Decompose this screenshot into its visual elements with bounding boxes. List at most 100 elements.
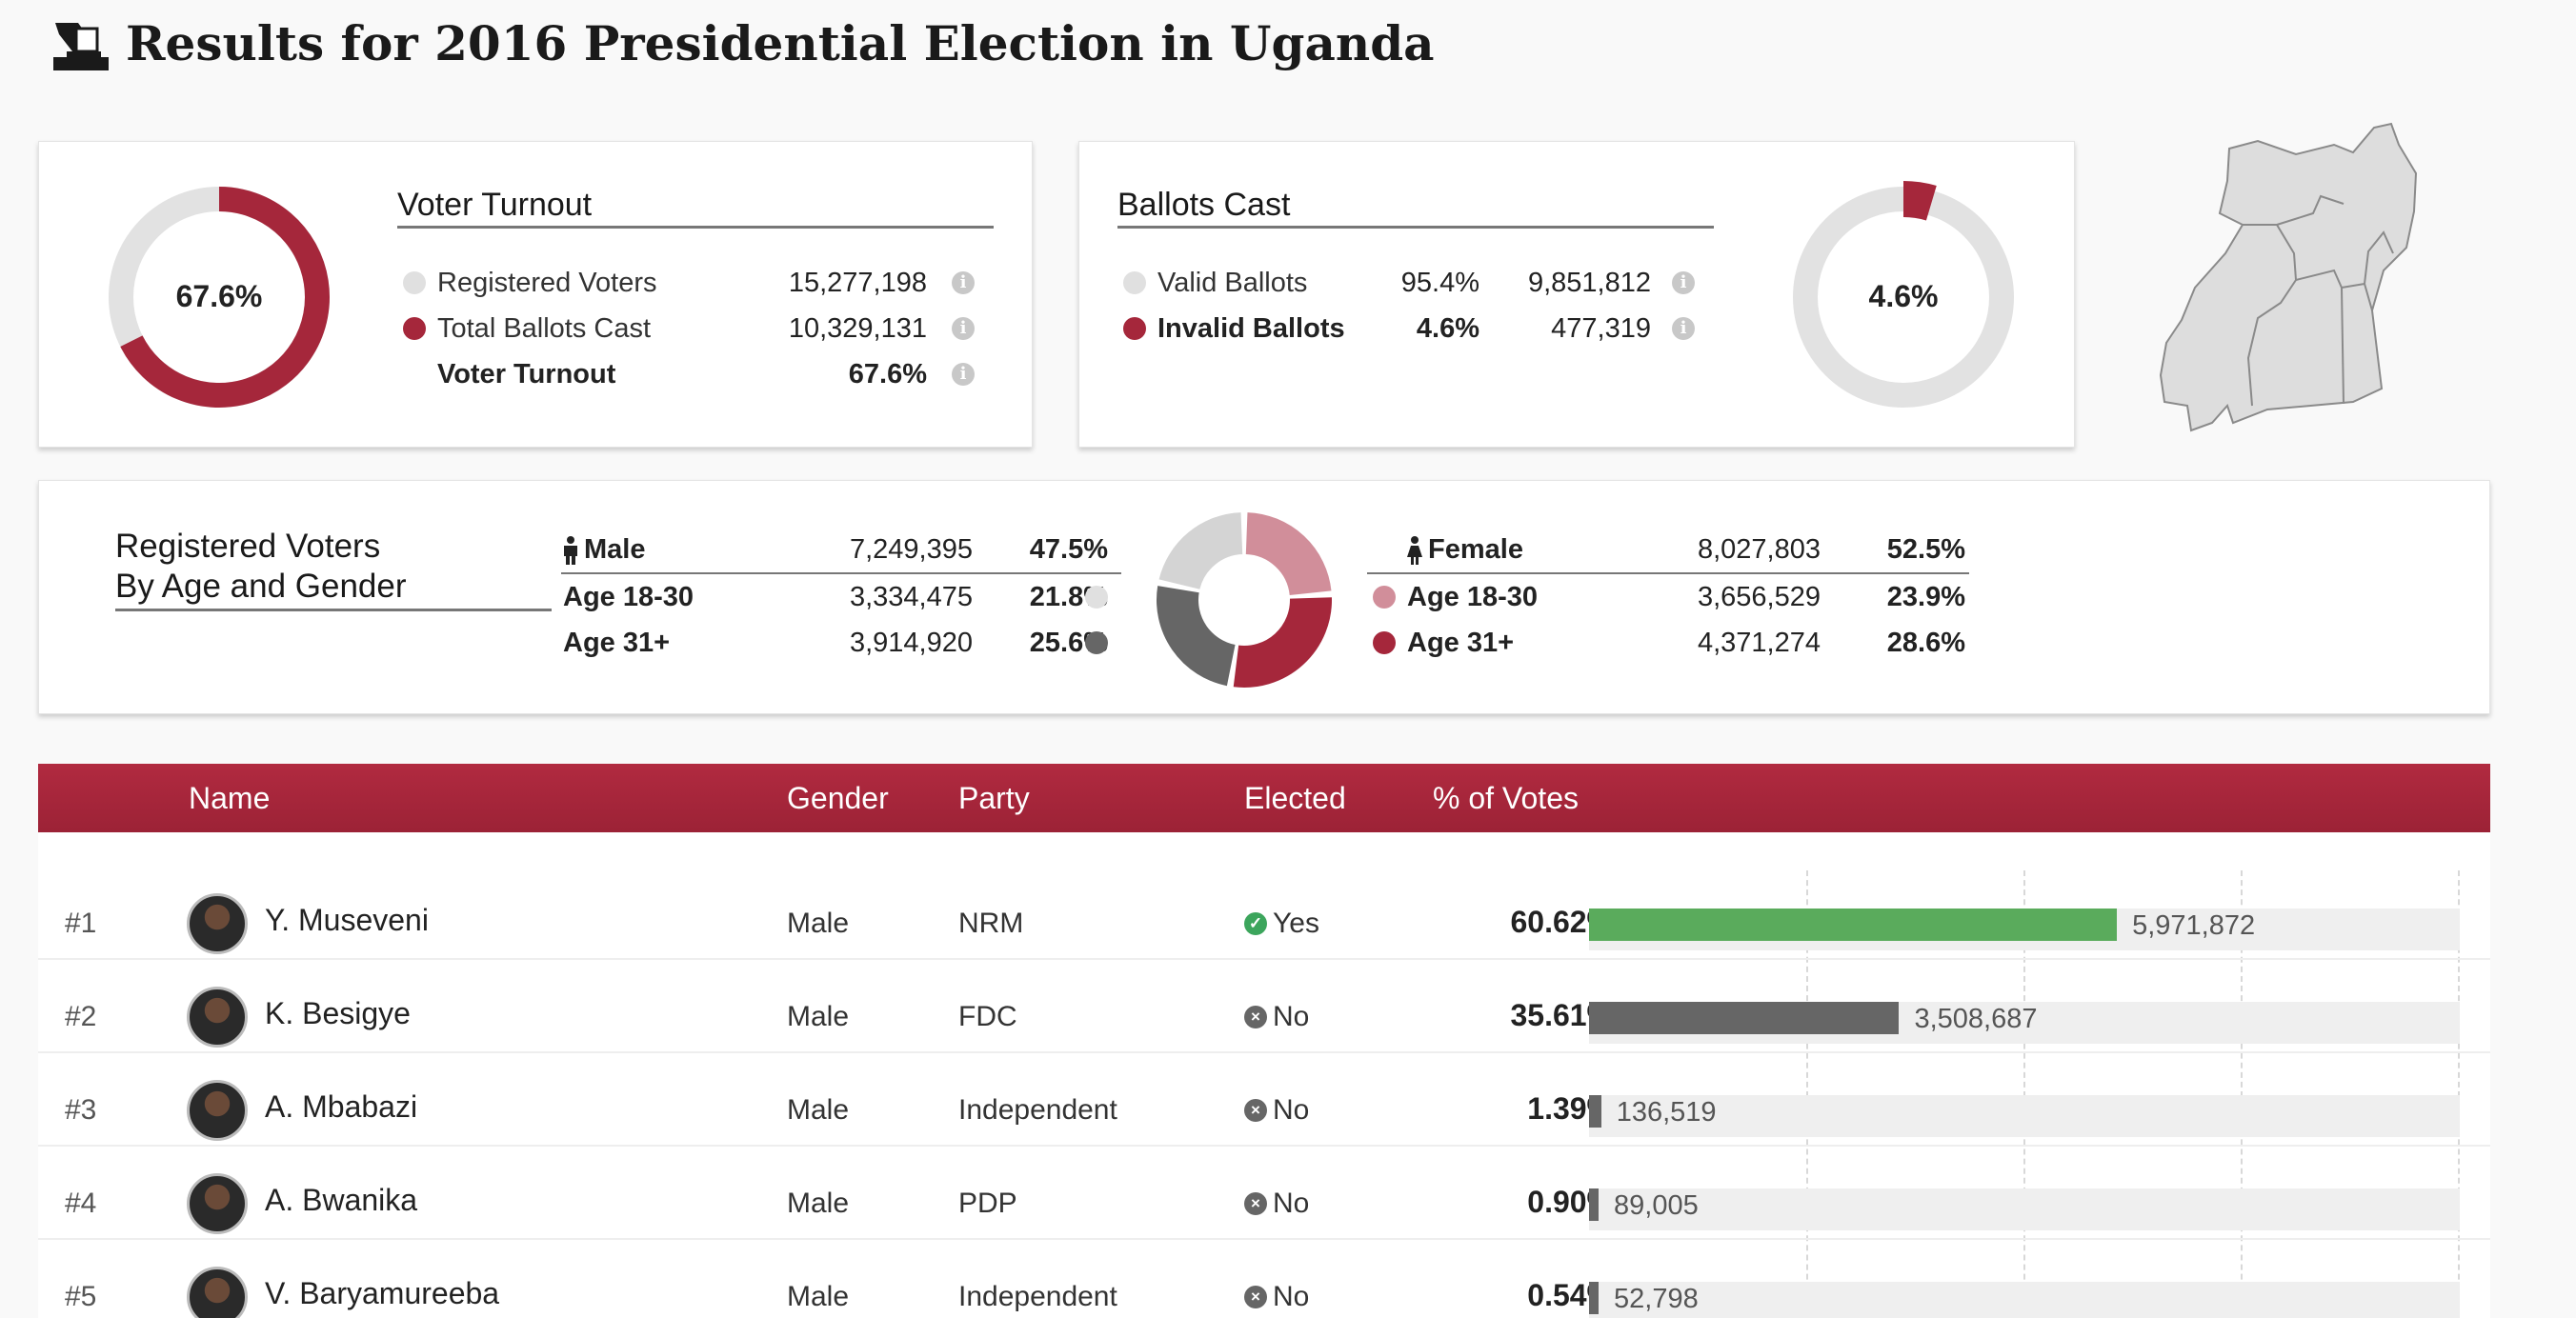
candidate-avatar bbox=[187, 893, 248, 954]
header-elected[interactable]: Elected bbox=[1244, 781, 1346, 815]
candidate-gender: Male bbox=[787, 1001, 850, 1032]
age-gender-donut bbox=[1157, 512, 1332, 688]
male-label: Male bbox=[584, 534, 646, 565]
valid-label: Valid Ballots bbox=[1157, 268, 1308, 298]
elected-status: No bbox=[1273, 1281, 1310, 1312]
invalid-dot bbox=[1123, 317, 1146, 340]
table-row[interactable]: #5 V. Baryamureeba Male Independent × No… bbox=[38, 1240, 2490, 1318]
candidate-party: Independent bbox=[958, 1094, 1117, 1126]
turnout-donut-label: 67.6% bbox=[175, 279, 263, 313]
elected-status: No bbox=[1273, 1001, 1310, 1032]
info-icon[interactable]: i bbox=[1672, 317, 1695, 340]
candidate-name: K. Besigye bbox=[265, 996, 411, 1030]
vote-bar bbox=[1589, 1002, 1900, 1034]
check-circle-icon: ✓ bbox=[1244, 912, 1267, 935]
elected-status: No bbox=[1273, 1188, 1310, 1219]
demographics-title-line2: By Age and Gender bbox=[115, 568, 407, 605]
ballots-cast-card: Ballots Cast Valid Ballots 95.4% 9,851,8… bbox=[1078, 141, 2075, 448]
vote-bar bbox=[1589, 1188, 1599, 1221]
header-name[interactable]: Name bbox=[189, 781, 271, 815]
ballots-dot bbox=[403, 317, 426, 340]
candidate-avatar bbox=[187, 1080, 248, 1141]
valid-dot bbox=[1123, 271, 1146, 294]
male-young-dot bbox=[1085, 586, 1108, 609]
male-young-label: Age 18-30 bbox=[563, 582, 694, 612]
vote-percent: 60.62% bbox=[1510, 905, 1614, 939]
female-31plus-slice bbox=[1233, 597, 1332, 688]
ballots-donut-label: 4.6% bbox=[1868, 279, 1939, 313]
gridline bbox=[2023, 870, 2025, 1318]
candidate-party: FDC bbox=[958, 1001, 1017, 1032]
vote-percent: 35.61% bbox=[1510, 998, 1614, 1032]
female-old-label: Age 31+ bbox=[1407, 628, 1515, 658]
turnout-row-label: Voter Turnout bbox=[437, 359, 616, 389]
candidate-avatar bbox=[187, 1267, 248, 1318]
vote-count: 136,519 bbox=[1616, 1097, 1717, 1128]
female-young-dot bbox=[1373, 586, 1396, 609]
candidate-gender: Male bbox=[787, 908, 850, 939]
table-row[interactable]: #4 A. Bwanika Male PDP × No 0.90% 89,005 bbox=[38, 1147, 2490, 1240]
vote-percent: 1.39% bbox=[1527, 1091, 1614, 1126]
rank: #4 bbox=[65, 1188, 97, 1219]
turnout-arc bbox=[120, 187, 330, 408]
female-young-pct: 23.9% bbox=[1886, 582, 1965, 612]
ballots-value: 10,329,131 bbox=[788, 313, 927, 344]
female-old-pct: 28.6% bbox=[1886, 628, 1965, 658]
rank: #5 bbox=[65, 1281, 97, 1312]
elected-status: Yes bbox=[1273, 908, 1319, 939]
female-label: Female bbox=[1428, 534, 1523, 565]
candidate-name: V. Baryamureeba bbox=[265, 1276, 500, 1310]
candidate-name: A. Mbabazi bbox=[265, 1089, 418, 1124]
header-gender[interactable]: Gender bbox=[787, 781, 889, 815]
vote-bar bbox=[1589, 1095, 1601, 1128]
female-old-dot bbox=[1373, 631, 1396, 654]
female-icon bbox=[1407, 536, 1422, 565]
turnout-title: Voter Turnout bbox=[397, 186, 994, 229]
vote-count: 52,798 bbox=[1614, 1284, 1699, 1314]
male-old-value: 3,914,920 bbox=[849, 628, 973, 658]
table-row[interactable]: #3 A. Mbabazi Male Independent × No 1.39… bbox=[38, 1053, 2490, 1147]
rank: #3 bbox=[65, 1094, 97, 1126]
registered-label: Registered Voters bbox=[437, 268, 657, 298]
vote-bar-track bbox=[1589, 1282, 2460, 1318]
demographics-title-line1: Registered Voters bbox=[115, 528, 381, 565]
female-young-label: Age 18-30 bbox=[1407, 582, 1539, 612]
ballot-box-icon bbox=[53, 23, 109, 70]
gridline bbox=[2241, 870, 2243, 1318]
valid-pct: 95.4% bbox=[1400, 268, 1479, 298]
results-rows: #1 Y. Museveni Male NRM ✓ Yes 60.62% 5,9… bbox=[38, 867, 2490, 1318]
candidate-name: Y. Museveni bbox=[265, 903, 429, 937]
info-icon[interactable]: i bbox=[1672, 271, 1695, 294]
vote-percent: 0.90% bbox=[1527, 1185, 1614, 1219]
age-gender-slices bbox=[1157, 512, 1332, 688]
vote-bar-track bbox=[1589, 1188, 2460, 1230]
results-table-header: Name Gender Party Elected % of Votes bbox=[38, 764, 2490, 832]
table-row[interactable]: #1 Y. Museveni Male NRM ✓ Yes 60.62% 5,9… bbox=[38, 867, 2490, 960]
male-divider bbox=[561, 572, 1121, 574]
female-young-value: 3,656,529 bbox=[1697, 582, 1821, 612]
registered-value: 15,277,198 bbox=[788, 268, 927, 298]
ballots-donut bbox=[1793, 181, 2014, 408]
ballots-label: Total Ballots Cast bbox=[437, 313, 652, 344]
elected-status: No bbox=[1273, 1094, 1310, 1126]
demographics-card: Registered Voters By Age and Gender Male… bbox=[38, 480, 2490, 714]
vote-percent: 0.54% bbox=[1527, 1278, 1614, 1312]
x-circle-icon: × bbox=[1244, 1099, 1267, 1122]
header-votes[interactable]: % of Votes bbox=[1433, 781, 1579, 815]
header-party[interactable]: Party bbox=[958, 781, 1030, 815]
info-icon[interactable]: i bbox=[952, 363, 975, 386]
info-icon[interactable]: i bbox=[952, 317, 975, 340]
rank: #2 bbox=[65, 1001, 97, 1032]
voter-turnout-card: 67.6% Voter Turnout Registered Voters 15… bbox=[38, 141, 1033, 448]
candidate-gender: Male bbox=[787, 1188, 850, 1219]
female-pct: 52.5% bbox=[1886, 534, 1965, 565]
male-total: 7,249,395 bbox=[849, 534, 973, 565]
rank: #1 bbox=[65, 908, 97, 939]
vote-count: 3,508,687 bbox=[1914, 1004, 2038, 1034]
turnout-row-value: 67.6% bbox=[848, 359, 927, 389]
table-row[interactable]: #2 K. Besigye Male FDC × No 35.61% 3,508… bbox=[38, 960, 2490, 1053]
info-icon[interactable]: i bbox=[952, 271, 975, 294]
candidate-party: NRM bbox=[958, 908, 1024, 939]
x-circle-icon: × bbox=[1244, 1286, 1267, 1308]
vote-count: 5,971,872 bbox=[2132, 910, 2256, 941]
